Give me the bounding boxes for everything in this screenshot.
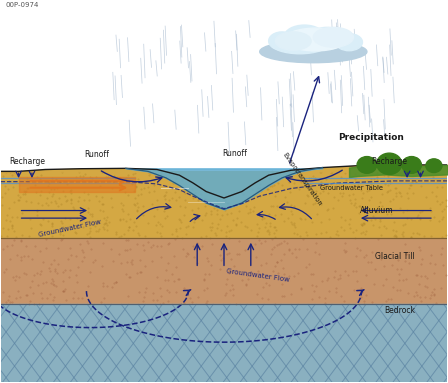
- Text: Groundwater Flow: Groundwater Flow: [225, 268, 289, 283]
- Circle shape: [426, 159, 442, 172]
- Ellipse shape: [276, 32, 311, 50]
- Text: 00P-0974: 00P-0974: [5, 2, 39, 8]
- Text: Alluvium: Alluvium: [360, 206, 394, 215]
- Text: Glacial Till: Glacial Till: [375, 252, 415, 261]
- Polygon shape: [18, 177, 135, 192]
- Bar: [1, 304, 447, 382]
- Ellipse shape: [284, 25, 324, 48]
- Text: Recharge: Recharge: [9, 157, 46, 165]
- Ellipse shape: [336, 34, 362, 51]
- Bar: [1, 238, 447, 304]
- Ellipse shape: [313, 27, 353, 47]
- Text: Groundwater Flow: Groundwater Flow: [38, 219, 102, 238]
- Text: Bedrock: Bedrock: [384, 306, 415, 314]
- Ellipse shape: [271, 33, 329, 54]
- Text: Runoff: Runoff: [223, 149, 248, 158]
- Bar: [1, 171, 447, 238]
- Bar: [1, 2, 447, 171]
- Ellipse shape: [309, 27, 345, 49]
- Ellipse shape: [260, 41, 367, 63]
- Text: Precipitation: Precipitation: [338, 133, 404, 142]
- Text: Groundwater Table: Groundwater Table: [320, 185, 383, 191]
- Circle shape: [357, 157, 377, 173]
- Text: Recharge: Recharge: [371, 157, 407, 165]
- Ellipse shape: [284, 28, 347, 51]
- Circle shape: [377, 153, 402, 174]
- Text: Evapotranspiration: Evapotranspiration: [281, 151, 323, 207]
- Circle shape: [402, 157, 422, 173]
- Text: Runoff: Runoff: [84, 150, 109, 159]
- Ellipse shape: [269, 32, 296, 50]
